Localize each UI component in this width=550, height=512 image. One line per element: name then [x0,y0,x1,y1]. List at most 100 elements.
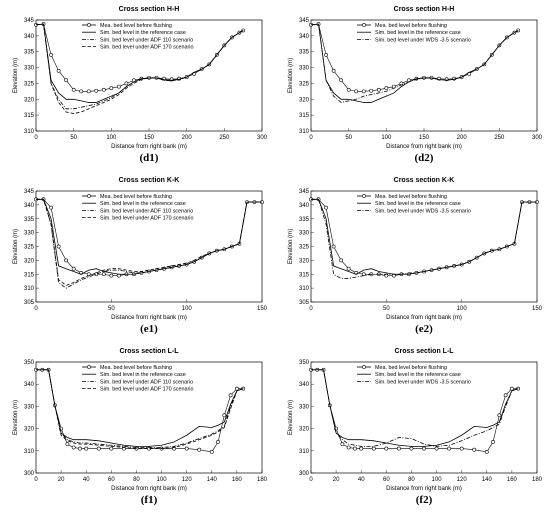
measured-point [346,445,351,450]
legend-marker [362,365,366,369]
measured-point [101,272,106,277]
y-tick-label: 300 [24,471,35,477]
measured-point [331,244,336,249]
measured-point [71,266,76,271]
panel-e1: Cross section K-K 305 310 315 320 325 330 335 34… [13,177,268,335]
legend-label-0: Mea. bed level before flushing [100,23,172,29]
measured-point [354,89,359,94]
panel-d1: Cross section H-H 310 315 320 325 330 335 340 34… [13,6,268,164]
measured-point [49,52,53,57]
measured-point [109,86,114,91]
x-tick-label: 80 [133,477,140,483]
legend-label-2: Sim. bed level under ADF 110 scenario [100,379,193,385]
y-tick-label: 330 [24,66,35,72]
x-tick-label: 180 [532,477,543,483]
x-tick-label: 100 [182,306,193,312]
x-axis-title: Distance from right bank (m) [111,486,187,492]
x-tick-label: 0 [309,306,313,312]
measured-point [86,89,91,94]
y-tick-label: 320 [24,97,35,103]
measured-point [84,446,89,451]
x-tick-label: 50 [345,135,352,141]
x-tick-label: 50 [383,306,390,312]
plot-frame [310,361,538,474]
measured-point [78,446,82,451]
y-tick-label: 325 [299,81,310,87]
measured-point [56,244,61,249]
y-tick-label: 315 [24,272,35,278]
x-axis-title: Distance from right bank (m) [111,144,187,150]
legend-label-1: Sim. bed level in the reference case [100,30,186,36]
series-line-3 [36,198,262,286]
x-tick-label: 60 [108,477,115,483]
legend-label-2: Sim. bed level under WDS -3.5 scenario [375,37,471,43]
x-tick-label: 120 [457,477,468,483]
measured-point [447,446,452,451]
legend-label-2: Sim. bed level under WDS -3.5 scenario [375,208,471,214]
y-tick-label: 325 [24,81,35,87]
legend-label-1: Sim. bed level in the reference case [375,372,461,378]
legend-marker [362,23,366,27]
y-tick-label: 335 [299,50,310,56]
y-tick-label: 330 [299,404,310,410]
x-tick-label: 160 [507,477,518,483]
y-tick-label: 305 [299,300,310,306]
y-tick-label: 315 [299,272,310,278]
chart-title: Cross section L-L [119,348,179,355]
x-tick-label: 200 [182,135,193,141]
measured-point [71,87,76,92]
measured-point [94,272,99,277]
measured-point [331,68,336,73]
y-tick-label: 310 [24,129,35,135]
chart-title: Cross section K-K [119,177,180,184]
y-tick-label: 345 [299,18,310,24]
chart-title: Cross section L-L [394,348,454,355]
panel-d2: Cross section H-H 310 315 320 325 330 335 340 34… [288,6,543,164]
measured-point [484,450,489,454]
measured-point [49,205,53,210]
measured-point [340,442,345,447]
legend-label-1: Sim. bed level in the reference case [375,201,461,207]
series-line-2 [35,23,244,110]
panel-caption: (f1) [141,494,158,506]
measured-point [376,87,381,92]
legend-label-0: Mea. bed level before flushing [375,23,447,29]
series-line-0 [36,369,244,453]
measured-point [509,386,514,391]
measured-point [94,88,99,93]
y-tick-label: 320 [299,258,310,264]
legend-label-2: Sim. bed level under ADF 110 scenario [100,37,193,43]
legend-label-2: Sim. bed level under WDS -3.5 scenario [375,379,471,385]
x-tick-label: 0 [34,135,38,141]
y-tick-label: 300 [299,471,310,477]
measured-point [222,413,227,418]
y-tick-label: 340 [24,203,35,209]
measured-point [409,446,414,451]
measured-point [324,52,328,57]
measured-point [434,446,439,451]
legend-marker [87,23,91,27]
panel-caption: (f2) [416,494,433,506]
measured-point [324,205,328,210]
x-tick-label: 200 [457,135,468,141]
measured-point [422,446,426,451]
x-tick-label: 150 [144,135,155,141]
x-axis-title: Distance from right bank (m) [111,315,187,321]
measured-point [101,87,106,92]
y-tick-label: 320 [299,97,310,103]
y-tick-label: 320 [24,258,35,264]
y-tick-label: 340 [24,34,35,40]
x-tick-label: 140 [207,477,218,483]
x-tick-label: 50 [108,306,115,312]
legend-marker [87,365,91,369]
y-tick-label: 335 [24,217,35,223]
x-tick-label: 100 [157,477,168,483]
y-tick-label: 340 [24,382,35,388]
measured-point [79,89,84,94]
x-tick-label: 150 [419,135,430,141]
y-tick-label: 315 [299,113,310,119]
panel-caption: (d1) [140,152,159,164]
y-tick-label: 350 [24,360,35,366]
measured-point [234,386,239,391]
